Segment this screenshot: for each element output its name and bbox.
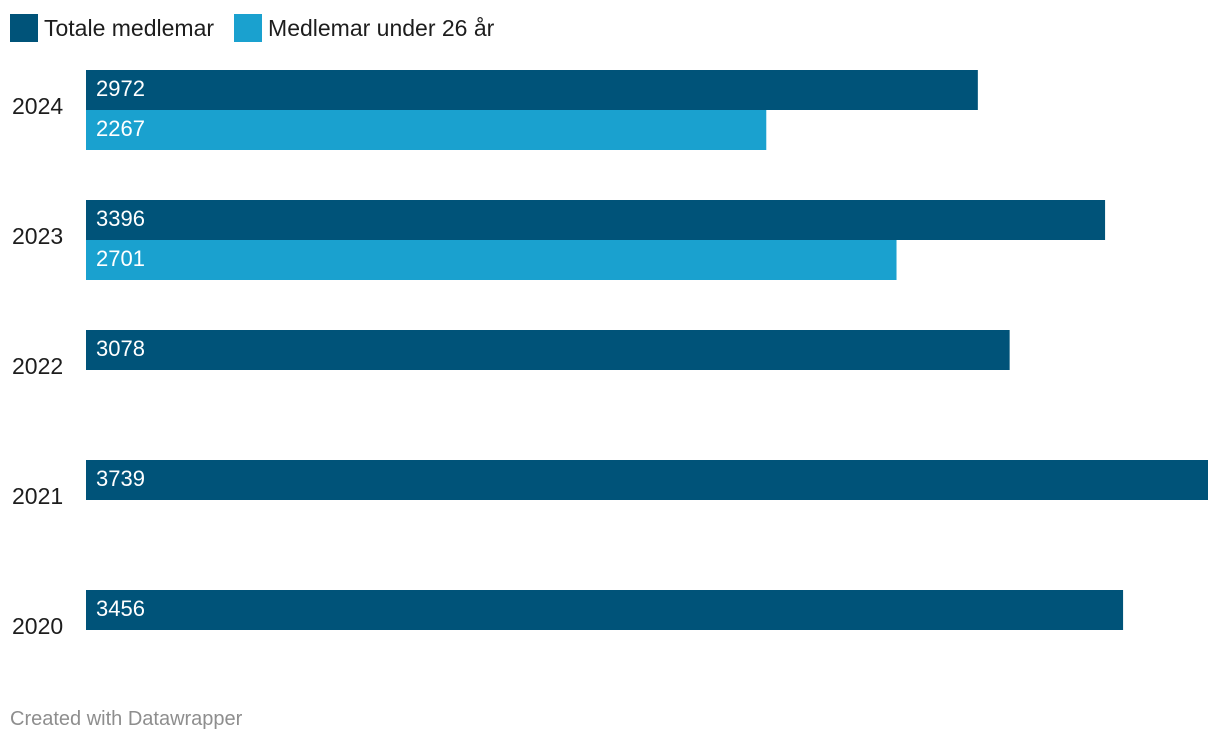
bar-2023-series-0 bbox=[86, 200, 1106, 240]
data-label-2023-series-1: 2701 bbox=[96, 246, 145, 271]
datawrapper-credit: Created with Datawrapper bbox=[10, 708, 243, 730]
legend-item-medlemar-under-26: Medlemar under 26 år bbox=[234, 14, 494, 42]
bar-2023-series-1 bbox=[86, 240, 897, 280]
y-tick-label-2024: 2024 bbox=[12, 93, 63, 119]
bar-2021-series-0 bbox=[86, 460, 1208, 500]
legend-item-totale-medlemar: Totale medlemar bbox=[10, 14, 214, 42]
legend-label-medlemar-under-26: Medlemar under 26 år bbox=[268, 14, 495, 41]
legend-swatch-totale-medlemar bbox=[10, 14, 38, 42]
y-tick-label-2023: 2023 bbox=[12, 223, 63, 249]
y-tick-label-2022: 2022 bbox=[12, 353, 63, 379]
data-label-2023-series-0: 3396 bbox=[96, 206, 145, 231]
data-label-2022-series-0: 3078 bbox=[96, 336, 145, 361]
bar-2024-series-1 bbox=[86, 110, 767, 150]
legend-swatch-medlemar-under-26 bbox=[234, 14, 263, 42]
bar-2024-series-0 bbox=[86, 70, 978, 110]
data-label-2024-series-1: 2267 bbox=[96, 116, 145, 141]
data-label-2021-series-0: 3739 bbox=[96, 466, 145, 491]
bar-2020-series-0 bbox=[86, 590, 1124, 630]
data-label-2020-series-0: 3456 bbox=[96, 596, 145, 621]
y-tick-label-2021: 2021 bbox=[12, 483, 63, 509]
chart-legend: Totale medlemar Medlemar under 26 år bbox=[10, 12, 514, 44]
bar-chart: 2024 2972 2267 2023 3396 2701 2022 3078 2021 3739… bbox=[12, 70, 1208, 639]
bar-2022-series-0 bbox=[86, 330, 1010, 370]
data-label-2024-series-0: 2972 bbox=[96, 76, 145, 101]
legend-label-totale-medlemar: Totale medlemar bbox=[44, 14, 215, 41]
y-tick-label-2020: 2020 bbox=[12, 613, 63, 639]
